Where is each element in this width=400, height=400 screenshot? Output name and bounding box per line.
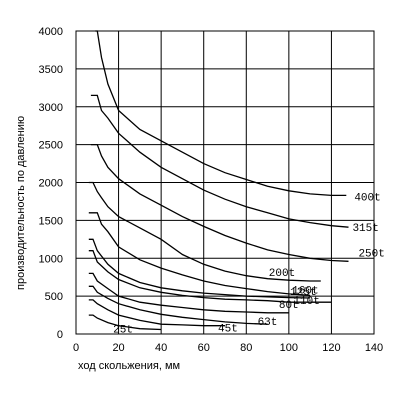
y-tick-label: 1500 [39,215,63,227]
series-line-45t [88,299,225,327]
y-tick-label: 3000 [39,102,63,114]
series-line-250t [90,143,349,262]
x-tick-label: 60 [198,342,210,354]
y-tick-label: 0 [57,329,63,341]
x-tick-label: 0 [73,342,79,354]
series-line-63t [88,285,268,325]
series-label-125t: 125t [290,287,316,299]
y-tick-label: 2500 [39,140,63,152]
y-tick-label: 3500 [39,64,63,76]
y-axis-label: производительность по давлению [15,116,27,290]
series-label-110t: 110t [293,296,319,308]
series-label-160t: 160t [292,285,318,297]
x-axis-label: ход скольжения, мм [78,360,180,372]
series-label-400t: 400t [354,192,380,204]
series-line-125t [88,238,311,299]
series-line-200t [88,181,321,282]
series-line-315t [90,94,349,228]
series-line-400t [95,30,347,197]
series-label-45t: 45t [218,324,238,336]
y-tick-label: 500 [45,291,63,303]
y-tick-label: 4000 [39,26,63,38]
chart-curves [88,30,349,331]
chart-grid [75,30,375,335]
series-label-315t: 315t [352,223,378,235]
series-label-250t: 250t [358,248,384,260]
x-tick-label: 100 [280,342,298,354]
series-label-63t: 63t [258,317,278,329]
x-tick-label: 120 [322,342,340,354]
y-tick-label: 1000 [39,253,63,265]
series-label-25t: 25t [113,324,133,336]
series-line-110t [88,250,332,303]
chart-ticks: 0 20 40 60 80 100 120 140 0 500 1000 1500 2000 2500 30… [39,26,384,354]
series-line-80t [88,272,289,314]
x-tick-label: 40 [155,342,167,354]
x-tick-label: 80 [240,342,252,354]
series-line-25t [88,314,162,331]
series-line-160t [88,212,311,297]
x-tick-label: 20 [112,342,124,354]
series-label-200t: 200t [269,268,295,280]
x-tick-label: 140 [365,342,383,354]
series-label-80t: 80t [279,300,299,312]
y-tick-label: 2000 [39,178,63,190]
